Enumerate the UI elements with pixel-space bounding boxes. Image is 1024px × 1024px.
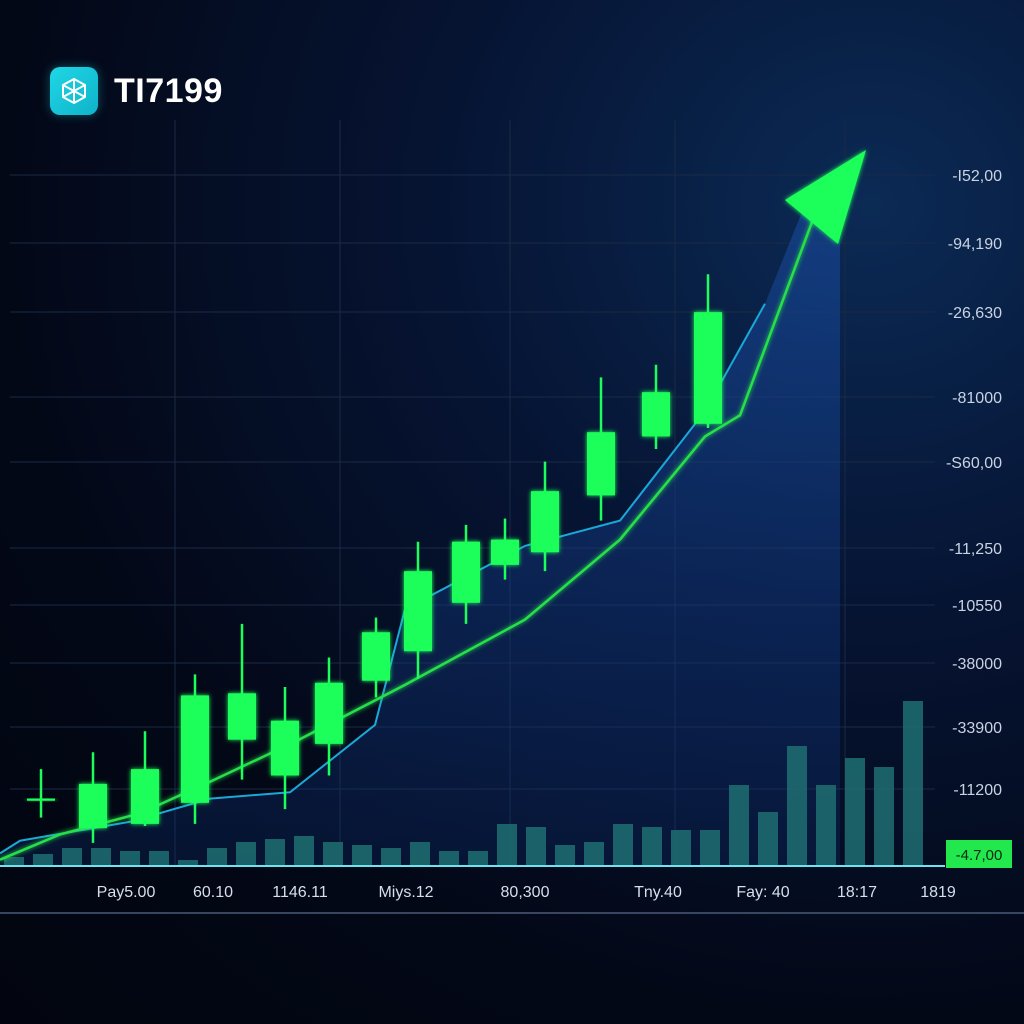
x-tick-label: 60.10 [193,884,233,901]
volume-bar [468,851,488,866]
y-tick-label: -S60,00 [946,455,1002,472]
volume-bar [874,767,894,866]
y-tick-label: -33900 [952,720,1002,737]
cube-logo-glyph [62,78,86,104]
x-tick-label: 1819 [920,884,956,901]
candle-body [452,541,480,603]
x-tick-label: Tny.40 [634,884,682,901]
trend-arrow-icon [785,150,866,244]
volume-bar [845,758,865,866]
volume-bar [729,785,749,866]
volume-bar [816,785,836,866]
volume-bar [33,854,53,866]
volume-bar [410,842,430,866]
volume-bar [787,746,807,866]
x-tick-label: Miys.12 [378,884,433,901]
volume-bar [265,839,285,866]
volume-bar [323,842,343,866]
candle-layer [27,274,722,843]
current-price-label: -4.7,00 [956,847,1003,864]
price-area [0,192,840,866]
y-tick-label: -94,190 [948,236,1002,253]
candle-body [131,769,159,824]
y-tick-label: -11,250 [949,541,1002,558]
candle-body [315,682,343,744]
volume-bar [613,824,633,866]
volume-bar [352,845,372,866]
trend-line [0,200,822,861]
app-title: TI7199 [114,71,223,110]
candle-body [587,432,615,496]
volume-bar [149,851,169,866]
x-tick-label: 1146.11 [272,884,328,901]
current-price-badge [946,840,1012,868]
volume-bar [62,848,82,866]
app-header: TI7199 [50,67,223,115]
volume-bar [671,830,691,866]
candle-body [271,720,299,776]
candle-body [79,783,107,829]
x-tick-label: Fay: 40 [736,884,789,901]
x-tick-label: 80,300 [501,884,550,901]
volume-bar [903,701,923,866]
candle-body [228,693,256,740]
volume-bar [439,851,459,866]
volume-bar [758,812,778,866]
volume-bar [642,827,662,866]
cube-logo-icon [50,67,98,115]
y-tick-label: -38000 [952,656,1002,673]
candle-body [27,798,55,801]
axis-layer [0,865,1024,914]
volume-bar [4,857,24,866]
x-tick-label: 18:17 [837,884,877,901]
y-tick-label: -11200 [953,782,1002,799]
volume-bar [178,860,198,866]
volume-bar [207,848,227,866]
candle-body [362,632,390,681]
volume-bar [91,848,111,866]
y-tick-label: -10550 [952,598,1002,615]
y-tick-label: -26,630 [948,305,1002,322]
volume-bar [555,845,575,866]
candle-body [642,392,670,437]
area-layer [0,192,840,866]
candle-body [531,491,559,553]
volume-bar [236,842,256,866]
label-layer: -I52,00 -94,190 -26,630 -81000 -S60,00 -11,25… [97,168,1012,901]
volume-bar [700,830,720,866]
volume-layer [4,701,923,866]
volume-bar [526,827,546,866]
volume-bar [584,842,604,866]
y-tick-label: -I52,00 [952,168,1002,185]
volume-bar [381,848,401,866]
volume-bar [120,851,140,866]
candle-body [694,312,722,424]
candle-body [491,539,519,565]
volume-bar [497,824,517,866]
x-tick-label: Pay5.00 [97,884,156,901]
volume-bar [294,836,314,866]
y-tick-label: -81000 [952,390,1002,407]
candle-body [404,571,432,652]
candle-body [181,695,209,803]
